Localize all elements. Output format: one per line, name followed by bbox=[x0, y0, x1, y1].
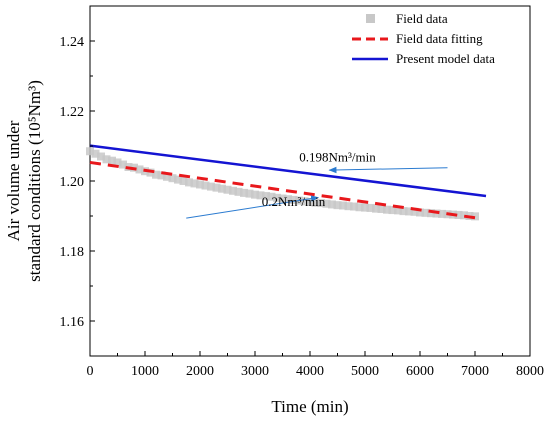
y-axis-title: Air volume under standard conditions (10… bbox=[4, 80, 44, 282]
field-data-point bbox=[102, 155, 111, 164]
field-data-point bbox=[289, 195, 298, 204]
field-data-point bbox=[223, 185, 232, 194]
field-data-point bbox=[438, 209, 446, 218]
annotation-model-rate-arrow bbox=[328, 166, 448, 174]
field-data-point bbox=[454, 210, 463, 219]
field-data-point bbox=[163, 172, 171, 181]
x-tick-label: 0 bbox=[87, 364, 94, 379]
field-data-point bbox=[416, 208, 424, 217]
series-layer bbox=[86, 144, 487, 221]
field-data-point bbox=[256, 191, 265, 200]
field-data-point bbox=[410, 207, 419, 216]
legend: Field data Field data fitting Present mode… bbox=[352, 11, 495, 66]
field-data-point bbox=[344, 202, 353, 211]
field-data-point bbox=[135, 165, 144, 174]
field-data-point bbox=[273, 193, 281, 202]
field-data-point bbox=[119, 160, 127, 169]
annotation-field-rate-label: 0.2Nm³/min bbox=[262, 194, 326, 209]
field-data-point bbox=[229, 186, 237, 195]
x-tick-label: 1000 bbox=[131, 364, 159, 379]
field-data-point bbox=[267, 192, 276, 201]
x-tick-label: 5000 bbox=[351, 364, 379, 379]
field-data-point bbox=[190, 179, 199, 188]
axis-layer: 0 1000 2000 3000 4000 5000 6000 7000 8000 1.16 1.1… bbox=[60, 5, 544, 379]
y-tick-label: 1.16 bbox=[60, 315, 85, 330]
x-tick-label: 6000 bbox=[406, 364, 434, 379]
field-data-point bbox=[179, 177, 188, 185]
field-data-point bbox=[311, 198, 320, 207]
field-data-point bbox=[185, 178, 193, 187]
field-data-point bbox=[355, 203, 364, 212]
field-data-point bbox=[284, 195, 292, 204]
field-data-point bbox=[168, 174, 177, 183]
field-data-point bbox=[218, 184, 226, 193]
field-data-point bbox=[328, 200, 336, 209]
x-axis-title: Time (min) bbox=[271, 397, 348, 416]
field-data-point bbox=[350, 202, 358, 211]
field-data-point bbox=[339, 201, 347, 210]
field-data-point bbox=[377, 205, 386, 213]
field-data-point bbox=[372, 204, 380, 213]
field-data-point bbox=[366, 203, 375, 212]
field-data-point bbox=[113, 158, 122, 167]
field-data-point bbox=[251, 190, 259, 199]
y-axis-title-line2: standard conditions (10⁵Nm³) bbox=[25, 80, 44, 282]
field-data-point bbox=[399, 207, 408, 216]
field-data-point bbox=[317, 199, 325, 208]
annotation-field-rate-arrow bbox=[186, 195, 320, 219]
y-tick-label: 1.24 bbox=[60, 35, 85, 50]
field-data-point bbox=[86, 147, 94, 156]
field-data-point bbox=[196, 180, 204, 189]
field-data-point bbox=[152, 170, 160, 179]
field-data-point bbox=[333, 201, 342, 210]
field-data-point bbox=[388, 206, 397, 215]
field-data-point bbox=[306, 198, 314, 206]
field-data-point bbox=[460, 211, 468, 220]
field-data-point bbox=[421, 208, 430, 217]
field-data-point bbox=[97, 152, 105, 161]
field-data-point bbox=[108, 156, 116, 165]
field-data-point bbox=[245, 189, 254, 198]
field-data-point bbox=[383, 205, 391, 214]
legend-field-data-swatch bbox=[366, 14, 375, 23]
field-data-point bbox=[322, 199, 331, 208]
field-data-point bbox=[240, 188, 248, 197]
x-tick-label: 3000 bbox=[241, 364, 269, 379]
x-tick-label: 4000 bbox=[296, 364, 324, 379]
field-data-point bbox=[394, 206, 402, 215]
field-data-point bbox=[207, 182, 215, 191]
y-tick-label: 1.20 bbox=[60, 175, 85, 190]
annotation-model-rate-label: 0.198Nm³/min bbox=[299, 149, 376, 164]
field-data-point bbox=[91, 149, 100, 158]
field-data-point bbox=[157, 171, 166, 180]
legend-label: Field data fitting bbox=[396, 31, 483, 46]
field-data-point bbox=[278, 194, 287, 203]
field-data-point bbox=[300, 197, 309, 206]
legend-label: Field data bbox=[396, 11, 448, 26]
x-tick-label: 7000 bbox=[461, 364, 489, 379]
field-data-point bbox=[234, 187, 243, 196]
field-data-point bbox=[262, 192, 270, 201]
y-tick-label: 1.22 bbox=[60, 105, 85, 120]
field-data-point bbox=[427, 209, 435, 218]
field-data-point bbox=[201, 181, 210, 190]
field-data-point bbox=[174, 175, 182, 184]
model-line bbox=[89, 144, 487, 198]
y-tick-label: 1.18 bbox=[60, 245, 85, 260]
y-axis-title-line1: Air volume under bbox=[4, 120, 23, 241]
legend-label: Present model data bbox=[396, 51, 495, 66]
fitting-line bbox=[89, 160, 476, 220]
x-tick-label: 8000 bbox=[516, 364, 544, 379]
annotation-layer: 0.198Nm³/min 0.2Nm³/min bbox=[186, 149, 448, 219]
field-data-point bbox=[212, 183, 221, 192]
field-data-point bbox=[361, 203, 369, 212]
x-tick-label: 2000 bbox=[186, 364, 214, 379]
field-data-point bbox=[405, 207, 413, 216]
